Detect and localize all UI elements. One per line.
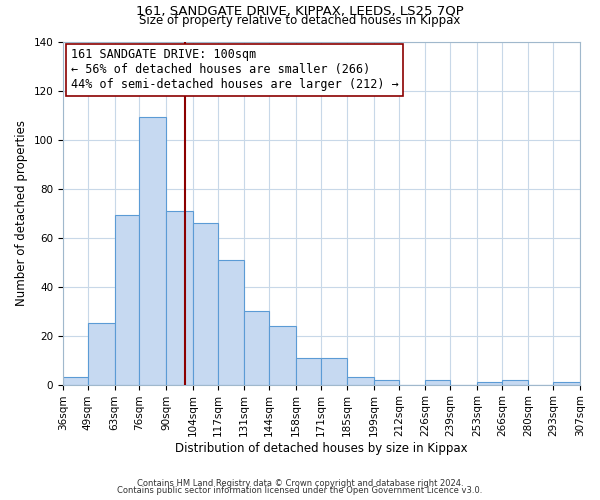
Text: 161 SANDGATE DRIVE: 100sqm
← 56% of detached houses are smaller (266)
44% of sem: 161 SANDGATE DRIVE: 100sqm ← 56% of deta…	[71, 48, 398, 92]
Text: Contains public sector information licensed under the Open Government Licence v3: Contains public sector information licen…	[118, 486, 482, 495]
Bar	[244, 311, 269, 384]
Bar	[296, 358, 320, 384]
Bar	[139, 118, 166, 384]
Bar	[269, 326, 296, 384]
Y-axis label: Number of detached properties: Number of detached properties	[15, 120, 28, 306]
Bar	[63, 377, 88, 384]
Bar	[553, 382, 580, 384]
Bar	[320, 358, 347, 384]
Bar	[477, 382, 502, 384]
Bar	[193, 223, 218, 384]
Text: 161, SANDGATE DRIVE, KIPPAX, LEEDS, LS25 7QP: 161, SANDGATE DRIVE, KIPPAX, LEEDS, LS25…	[136, 5, 464, 18]
Bar	[425, 380, 450, 384]
Text: Size of property relative to detached houses in Kippax: Size of property relative to detached ho…	[139, 14, 461, 27]
Bar	[218, 260, 244, 384]
Bar	[115, 216, 139, 384]
Bar	[347, 377, 374, 384]
Bar	[88, 324, 115, 384]
Text: Contains HM Land Registry data © Crown copyright and database right 2024.: Contains HM Land Registry data © Crown c…	[137, 478, 463, 488]
Bar	[502, 380, 529, 384]
Bar	[166, 210, 193, 384]
X-axis label: Distribution of detached houses by size in Kippax: Distribution of detached houses by size …	[175, 442, 468, 455]
Bar	[374, 380, 399, 384]
